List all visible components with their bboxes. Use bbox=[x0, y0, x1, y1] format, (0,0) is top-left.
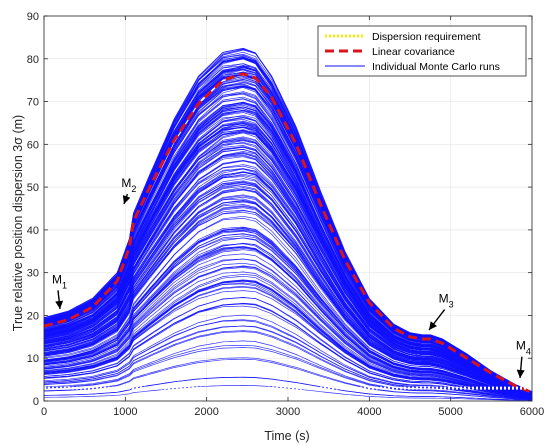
y-tick-label: 40 bbox=[27, 225, 39, 237]
y-tick-label: 50 bbox=[27, 182, 39, 194]
monte-carlo-run bbox=[43, 253, 533, 398]
annotation-arrow-head bbox=[55, 300, 64, 309]
y-tick-label: 30 bbox=[27, 268, 39, 280]
linear-covariance-group bbox=[43, 72, 533, 394]
monte-carlo-run bbox=[43, 153, 533, 395]
annotation-arrow-head bbox=[516, 369, 525, 378]
monte-carlo-run bbox=[43, 280, 533, 399]
monte-carlo-run bbox=[43, 194, 533, 396]
x-tick-label: 4000 bbox=[357, 406, 381, 418]
monte-carlo-run bbox=[43, 226, 533, 397]
y-tick-label: 20 bbox=[27, 310, 39, 322]
monte-carlo-run bbox=[43, 136, 533, 395]
monte-carlo-run bbox=[43, 160, 533, 395]
monte-carlo-run bbox=[43, 93, 533, 394]
monte-carlo-run bbox=[43, 117, 533, 394]
monte-carlo-run bbox=[43, 237, 533, 397]
monte-carlo-run bbox=[43, 48, 533, 392]
monte-carlo-run bbox=[43, 246, 533, 398]
x-axis-label: Time (s) bbox=[264, 429, 309, 443]
monte-carlo-run bbox=[43, 206, 533, 397]
monte-carlo-run bbox=[43, 164, 533, 396]
y-tick-label: 60 bbox=[27, 139, 39, 151]
annotation-arrow-head bbox=[429, 321, 438, 330]
monte-carlo-run bbox=[43, 266, 533, 398]
x-tick-label: 2000 bbox=[194, 406, 218, 418]
tick-labels: 0 1000 2000 3000 4000 5000 6000 0 10 20 30 40 50 60 70… bbox=[27, 11, 544, 418]
monte-carlo-run bbox=[43, 347, 533, 400]
monte-carlo-run bbox=[43, 218, 533, 397]
x-tick-label: 6000 bbox=[520, 406, 544, 418]
legend: Dispersion requirement Linear covariance… bbox=[317, 25, 527, 77]
annotation-arrow-head bbox=[122, 195, 131, 204]
monte-carlo-run bbox=[43, 196, 533, 396]
y-tick-label: 10 bbox=[27, 353, 39, 365]
legend-label-monte-carlo: Individual Monte Carlo runs bbox=[372, 61, 500, 73]
monte-carlo-run bbox=[43, 271, 533, 398]
legend-box bbox=[317, 25, 527, 77]
monte-carlo-run bbox=[43, 56, 533, 393]
monte-carlo-run bbox=[43, 209, 533, 397]
monte-carlo-run bbox=[43, 340, 533, 400]
monte-carlo-run bbox=[43, 357, 533, 401]
monte-carlo-run bbox=[43, 188, 533, 396]
monte-carlo-run bbox=[43, 290, 533, 399]
monte-carlo-run bbox=[43, 106, 533, 394]
monte-carlo-run bbox=[43, 330, 533, 400]
monte-carlo-run bbox=[43, 180, 533, 396]
axes bbox=[43, 15, 533, 402]
monte-carlo-run bbox=[43, 314, 533, 400]
monte-carlo-run bbox=[43, 183, 533, 396]
monte-carlo-run bbox=[43, 319, 533, 400]
legend-label-linear-covariance: Linear covariance bbox=[372, 46, 455, 58]
monte-carlo-run bbox=[43, 242, 533, 398]
monte-carlo-run bbox=[43, 275, 533, 399]
y-axis-label: True relative position dispersion 3σ (m) bbox=[11, 115, 25, 331]
y-tick-label: 70 bbox=[27, 97, 39, 109]
linear-covariance-line bbox=[43, 72, 533, 394]
y-tick-label: 90 bbox=[27, 11, 39, 23]
monte-carlo-run bbox=[43, 302, 533, 399]
legend-label-requirement: Dispersion requirement bbox=[372, 31, 481, 43]
y-tick-label: 80 bbox=[27, 54, 39, 66]
monte-carlo-run bbox=[43, 146, 533, 395]
x-tick-label: 1000 bbox=[113, 406, 137, 418]
monte-carlo-run bbox=[43, 172, 533, 396]
x-tick-label: 0 bbox=[41, 406, 47, 418]
x-tick-label: 5000 bbox=[438, 406, 462, 418]
y-tick-label: 0 bbox=[33, 396, 39, 408]
monte-carlo-run bbox=[43, 297, 533, 399]
monte-carlo-run bbox=[43, 262, 533, 398]
monte-carlo-run bbox=[43, 325, 533, 400]
x-tick-label: 3000 bbox=[276, 406, 300, 418]
monte-carlo-run bbox=[43, 258, 533, 398]
monte-carlo-run bbox=[43, 126, 533, 395]
monte-carlo-run bbox=[43, 112, 533, 394]
